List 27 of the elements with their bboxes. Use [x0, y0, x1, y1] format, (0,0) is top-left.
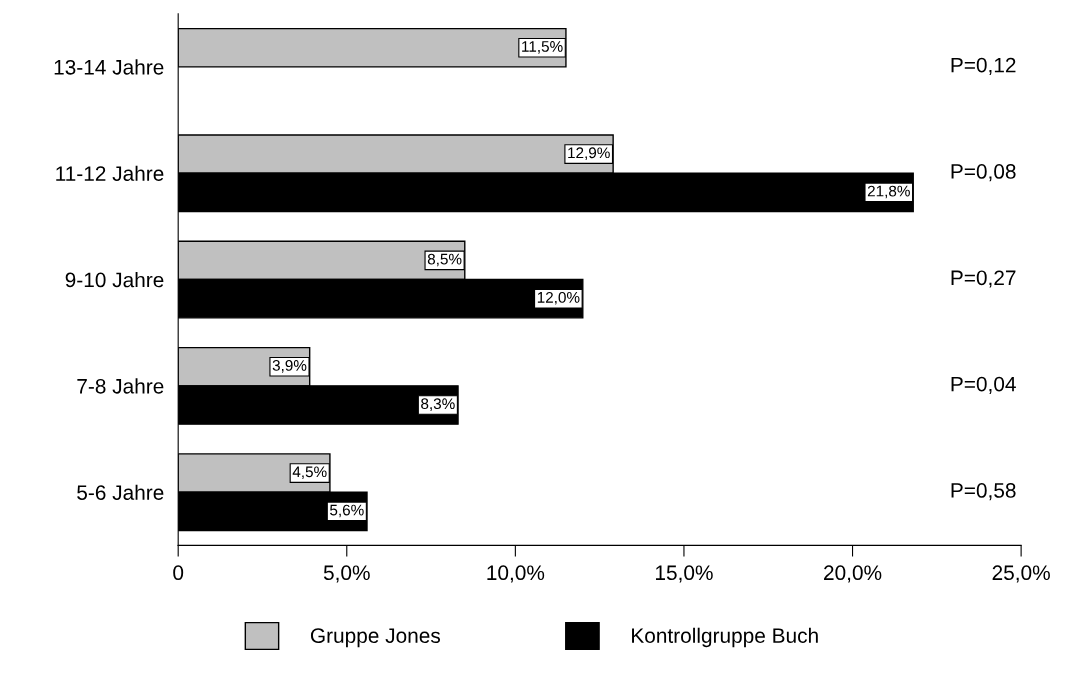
data-label: 21,8% — [867, 185, 910, 199]
x-tick-label: 25,0% — [992, 565, 1050, 583]
y-tick-label: 11-12 Jahre — [56, 165, 164, 181]
data-label: 12,9% — [568, 147, 610, 160]
annotation: P=0,27 — [951, 270, 1016, 288]
data-label: 11,5% — [522, 41, 563, 54]
legend-label: Kontrollgruppe Buch — [632, 627, 818, 648]
data-label: 5,6% — [330, 504, 364, 518]
y-tick-label: 7-8 Jahre — [77, 378, 164, 394]
y-tick-label: 9-10 Jahre — [65, 272, 164, 288]
annotation: P=0,12 — [951, 57, 1016, 75]
data-label: 8,5% — [427, 253, 462, 267]
x-tick-label: 20,0% — [824, 565, 882, 583]
annotation: P=0,08 — [951, 164, 1016, 182]
data-label: 8,3% — [421, 398, 455, 411]
y-tick-label: 13-14 Jahre — [54, 59, 164, 75]
x-tick-label: 5,0% — [323, 565, 370, 583]
data-label: 3,9% — [272, 360, 307, 373]
x-tick-label: 10,0% — [487, 565, 545, 583]
legend-label: Gruppe Jones — [310, 628, 441, 648]
annotation: P=0,04 — [951, 376, 1016, 394]
data-label: 12,0% — [537, 291, 580, 305]
data-label: 4,5% — [292, 466, 327, 479]
annotation: P=0,58 — [951, 483, 1016, 501]
x-tick-label: 0 — [173, 565, 184, 581]
y-tick-label: 5-6 Jahre — [77, 484, 164, 500]
x-tick-label: 15,0% — [656, 565, 713, 583]
